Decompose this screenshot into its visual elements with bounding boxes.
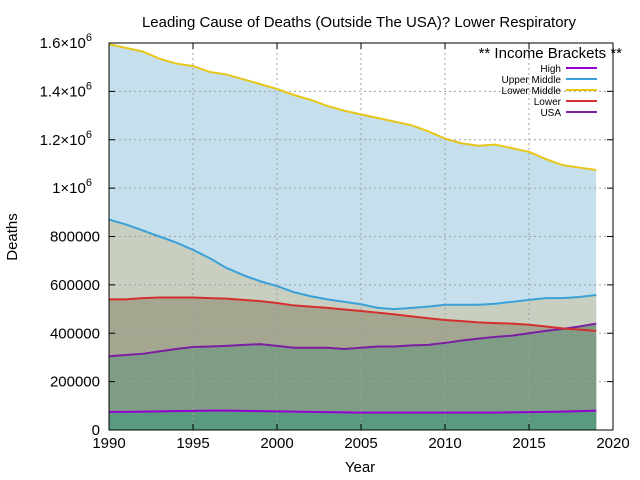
y-tick-label: 600000 [50, 277, 100, 294]
area-usa [109, 323, 597, 430]
x-tick-label: 2000 [260, 435, 293, 452]
y-tick-exponent: 6 [86, 177, 92, 189]
y-tick-label: 200000 [50, 374, 100, 391]
x-tick-label: 1995 [176, 435, 209, 452]
y-tick-label: 800000 [50, 229, 100, 246]
line-upper-middle [108, 218, 597, 311]
legend-title: ** Income Brackets ** [479, 45, 623, 62]
y-tick-label: 1×106 [52, 177, 92, 197]
y-tick-label: 1.6×106 [40, 32, 92, 52]
chart-title: Leading Cause of Deaths (Outside The USA… [142, 14, 577, 31]
y-axis-label: Deaths [4, 213, 21, 261]
legend-label-lower-middle: Lower Middle [502, 86, 562, 97]
legend-label-usa: USA [540, 108, 561, 119]
area-fills [109, 44, 597, 431]
legend-label-lower: Lower [534, 97, 562, 108]
line-lower-middle [108, 43, 597, 171]
line-usa [108, 322, 597, 358]
x-tick-label: 1990 [92, 435, 125, 452]
y-tick-label: 0 [92, 422, 100, 439]
x-tick-label: 2005 [344, 435, 377, 452]
y-tick-exponent: 6 [86, 80, 92, 92]
y-tick-exponent: 6 [86, 32, 92, 44]
series-lines [108, 43, 597, 414]
x-tick-label: 2015 [512, 435, 545, 452]
y-tick-label: 1.4×106 [40, 80, 92, 100]
x-axis-label: Year [345, 459, 375, 476]
line-lower [109, 296, 597, 332]
legend-label-high: High [540, 64, 561, 75]
legend-label-upper-middle: Upper Middle [502, 75, 562, 86]
y-tick-exponent: 6 [86, 129, 92, 141]
x-axis: 1990 1995 2000 2005 2010 2015 2020 [92, 43, 630, 452]
y-tick-label: 1.2×106 [40, 129, 92, 149]
area-high [109, 410, 597, 430]
x-tick-label: 2010 [428, 435, 461, 452]
x-tick-label: 2020 [596, 435, 629, 452]
line-high [109, 409, 597, 414]
grid-lines [109, 43, 613, 430]
y-axis: 0 200000 400000 600000 800000 1×106 1.2×106 1.4… [40, 32, 613, 439]
y-tick-label: 400000 [50, 325, 100, 342]
